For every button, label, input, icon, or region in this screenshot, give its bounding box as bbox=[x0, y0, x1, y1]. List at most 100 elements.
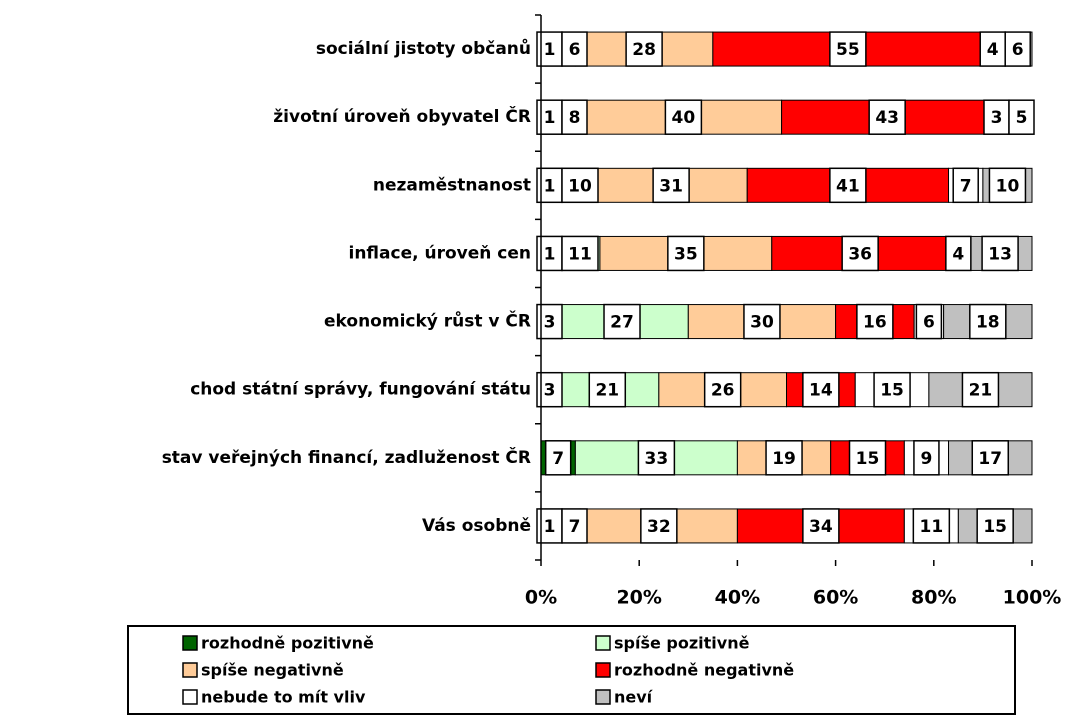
data-label: 16 bbox=[863, 313, 887, 333]
data-label: 4 bbox=[952, 244, 964, 264]
x-tick-label: 60% bbox=[813, 587, 858, 609]
data-label-box bbox=[561, 167, 599, 204]
data-label-box bbox=[561, 99, 588, 135]
data-label: 32 bbox=[647, 517, 671, 537]
data-label-box bbox=[637, 440, 676, 476]
category-label: chod státní správy, fungování státu bbox=[190, 380, 531, 400]
data-label-box bbox=[848, 440, 887, 476]
data-label: 11 bbox=[920, 517, 944, 537]
x-tick-label: 80% bbox=[911, 587, 956, 609]
data-label-box bbox=[829, 167, 867, 204]
category-label: nezaměstnanost bbox=[373, 175, 531, 195]
data-label: 13 bbox=[988, 244, 1012, 264]
data-label: 15 bbox=[880, 381, 904, 401]
data-label: 7 bbox=[569, 517, 581, 537]
category-label: ekonomický růst v ČR bbox=[324, 310, 531, 332]
category-label: sociální jistoty občanů bbox=[316, 37, 531, 59]
legend-swatch bbox=[595, 689, 611, 705]
data-label: 40 bbox=[672, 108, 696, 128]
data-label: 6 bbox=[923, 313, 935, 333]
data-label: 34 bbox=[809, 517, 833, 537]
data-label-box bbox=[969, 303, 1007, 340]
x-tick-label: 0% bbox=[525, 587, 557, 609]
legend-swatch bbox=[595, 635, 611, 651]
data-label-box bbox=[1008, 99, 1035, 135]
data-label-box bbox=[743, 303, 781, 340]
data-label-box bbox=[667, 235, 705, 272]
data-label-box bbox=[856, 303, 894, 340]
data-label-box bbox=[588, 371, 627, 408]
category-label: inflace, úroveň cen bbox=[349, 243, 532, 263]
data-label-box bbox=[561, 235, 599, 272]
x-tick-label: 20% bbox=[616, 587, 661, 609]
data-label: 4 bbox=[987, 40, 999, 60]
data-label: 30 bbox=[750, 313, 774, 333]
data-label: 18 bbox=[976, 313, 1000, 333]
data-label-box bbox=[868, 99, 906, 135]
data-label-box bbox=[652, 167, 690, 204]
data-label-box bbox=[765, 440, 803, 476]
data-label-box bbox=[841, 235, 879, 272]
data-label: 3 bbox=[544, 381, 556, 401]
data-label-box bbox=[988, 167, 1027, 204]
data-label-box bbox=[913, 440, 940, 476]
data-label-box bbox=[829, 31, 867, 67]
legend-label: spíše negativně bbox=[201, 661, 344, 680]
data-label: 1 bbox=[544, 176, 556, 196]
data-label: 7 bbox=[960, 176, 972, 196]
data-label: 15 bbox=[856, 449, 880, 469]
data-label-box bbox=[802, 371, 840, 408]
data-label-box bbox=[983, 99, 1010, 135]
data-label: 55 bbox=[836, 40, 860, 60]
data-label: 6 bbox=[569, 40, 581, 60]
data-label: 15 bbox=[983, 517, 1007, 537]
data-label-box bbox=[915, 303, 943, 340]
legend-swatch bbox=[182, 635, 198, 651]
legend-swatch bbox=[182, 689, 198, 705]
data-label: 9 bbox=[921, 449, 933, 469]
data-label: 43 bbox=[875, 108, 899, 128]
data-label-box bbox=[561, 31, 588, 67]
data-label: 26 bbox=[711, 381, 735, 401]
x-tick-label: 100% bbox=[1003, 587, 1062, 609]
legend-label: rozhodně pozitivně bbox=[201, 634, 374, 653]
legend-swatch bbox=[182, 662, 198, 678]
data-label-box bbox=[945, 235, 972, 272]
data-label: 1 bbox=[544, 517, 556, 537]
data-label: 19 bbox=[772, 449, 796, 469]
data-label: 21 bbox=[969, 381, 993, 401]
data-label-box bbox=[625, 31, 663, 67]
data-label: 28 bbox=[632, 40, 656, 60]
data-label: 1 bbox=[544, 244, 556, 264]
data-label-box bbox=[912, 508, 951, 544]
category-label: Vás osobně bbox=[422, 516, 531, 536]
data-label-box bbox=[603, 303, 641, 340]
data-label: 6 bbox=[1012, 40, 1024, 60]
data-label-box bbox=[703, 371, 742, 408]
legend-label: neví bbox=[614, 688, 654, 707]
legend-label: spíše pozitivně bbox=[614, 634, 750, 653]
data-label-box bbox=[961, 371, 1000, 408]
data-label-box bbox=[971, 440, 1010, 476]
data-label-box bbox=[981, 235, 1019, 272]
data-label: 5 bbox=[1016, 108, 1028, 128]
data-label: 31 bbox=[659, 176, 683, 196]
category-label: životní úroveň obyvatel ČR bbox=[273, 105, 531, 127]
data-label: 41 bbox=[836, 176, 860, 196]
data-label: 11 bbox=[568, 244, 592, 264]
data-label-box bbox=[664, 99, 703, 135]
data-label: 17 bbox=[978, 449, 1002, 469]
x-tick-label: 40% bbox=[715, 587, 760, 609]
data-label: 1 bbox=[544, 108, 556, 128]
data-label: 21 bbox=[595, 381, 619, 401]
data-label-box bbox=[802, 508, 840, 544]
data-label-box bbox=[544, 440, 572, 476]
data-label: 10 bbox=[568, 176, 592, 196]
legend-swatch bbox=[595, 662, 611, 678]
data-label: 27 bbox=[610, 313, 634, 333]
data-label-box bbox=[640, 508, 678, 544]
legend-label: rozhodně negativně bbox=[614, 661, 794, 680]
data-label: 36 bbox=[848, 244, 872, 264]
data-label: 14 bbox=[809, 381, 833, 401]
